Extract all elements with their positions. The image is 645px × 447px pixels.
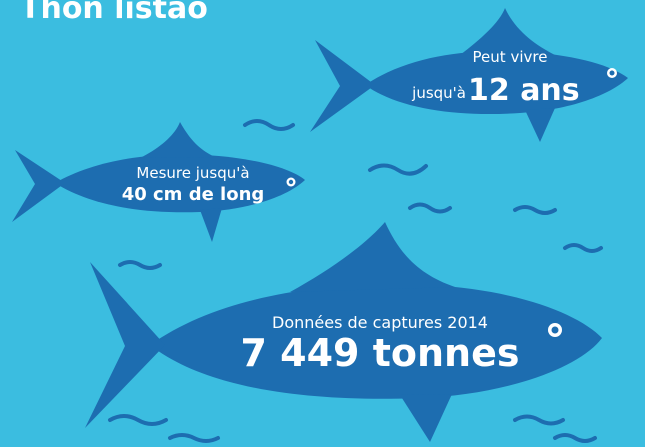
fish-label-prefix: jusqu'à: [411, 84, 466, 102]
fish-label: Peut vivre: [473, 48, 548, 66]
fish-highlight: 7 449 tonnes: [241, 331, 520, 375]
fish-middle: [12, 122, 305, 242]
fish-highlight: 12 ans: [468, 73, 580, 108]
fish-highlight: 40 cm de long: [122, 184, 265, 205]
title: Thon listao: [20, 0, 208, 26]
infographic: Thon listao Peut vivre jusqu'à 12 ans: [0, 0, 645, 447]
fish-label: Données de captures 2014: [272, 313, 488, 332]
fish-label: Mesure jusqu'à: [136, 164, 249, 182]
